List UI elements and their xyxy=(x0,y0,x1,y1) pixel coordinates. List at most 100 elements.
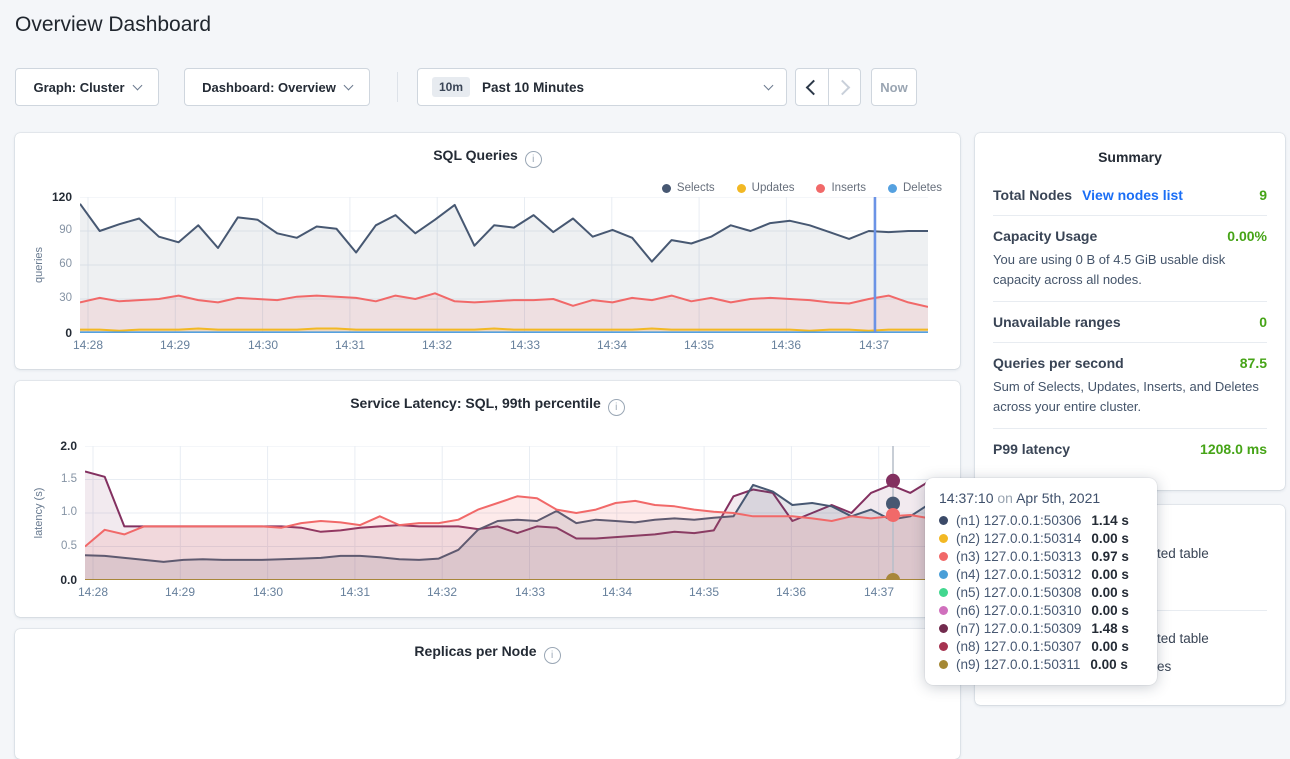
info-icon[interactable]: i xyxy=(544,647,561,664)
time-range-badge: 10m xyxy=(432,77,470,97)
node-address: (n9) 127.0.0.1:50311 xyxy=(956,657,1080,672)
time-range-dropdown[interactable]: 10m Past 10 Minutes xyxy=(417,68,787,106)
replicas-per-node-title: Replicas per Node i xyxy=(15,643,960,664)
info-icon[interactable]: i xyxy=(525,151,542,168)
summary-description: You are using 0 B of 4.5 GiB usable disk… xyxy=(993,250,1267,289)
summary-row-capacity-usage: Capacity Usage 0.00% You are using 0 B o… xyxy=(993,215,1267,301)
y-axis-tick: 120 xyxy=(30,190,72,204)
tooltip-on: on xyxy=(997,490,1013,506)
dashboard-dropdown[interactable]: Dashboard: Overview xyxy=(184,68,370,106)
now-button[interactable]: Now xyxy=(871,68,917,106)
node-address: (n5) 127.0.0.1:50308 xyxy=(956,585,1081,600)
tooltip-date: Apr 5th, 2021 xyxy=(1016,490,1100,506)
node-address: (n3) 127.0.0.1:50313 xyxy=(956,549,1081,564)
node-address: (n2) 127.0.0.1:50314 xyxy=(956,531,1081,546)
node-color-dot-icon xyxy=(939,534,948,543)
x-axis-tick: 14:37 xyxy=(855,585,903,599)
tooltip-node-row: (n6) 127.0.0.1:50310 0.00 s xyxy=(939,601,1143,619)
node-color-dot-icon xyxy=(939,588,948,597)
node-address: (n4) 127.0.0.1:50312 xyxy=(956,567,1081,582)
legend-item-deletes[interactable]: Deletes xyxy=(888,182,942,194)
summary-label: P99 latency xyxy=(993,441,1070,457)
time-forward-button[interactable] xyxy=(828,69,861,105)
chart-title-text: Replicas per Node xyxy=(414,643,536,659)
node-latency-value: 1.14 s xyxy=(1091,513,1129,528)
node-latency-value: 0.00 s xyxy=(1091,585,1129,600)
x-axis-tick: 14:33 xyxy=(506,585,554,599)
x-axis-tick: 14:37 xyxy=(850,338,898,352)
node-address: (n1) 127.0.0.1:50306 xyxy=(956,513,1081,528)
node-color-dot-icon xyxy=(939,570,948,579)
dashboard-dropdown-label: Dashboard: Overview xyxy=(202,80,336,95)
chevron-down-icon xyxy=(343,80,353,90)
summary-label: Queries per second xyxy=(993,355,1124,371)
y-axis-label: latency (s) xyxy=(33,473,45,553)
graph-dropdown-label: Graph: Cluster xyxy=(33,80,124,95)
x-axis-tick: 14:35 xyxy=(675,338,723,352)
summary-label: Capacity Usage xyxy=(993,228,1097,244)
node-latency-value: 1.48 s xyxy=(1091,621,1129,636)
node-color-dot-icon xyxy=(939,552,948,561)
tooltip-node-row: (n8) 127.0.0.1:503070.00 s xyxy=(939,637,1143,655)
summary-row-queries-per-second: Queries per second 87.5 Sum of Selects, … xyxy=(993,342,1267,428)
summary-row-total-nodes: Total Nodes View nodes list 9 xyxy=(993,175,1267,215)
sql-queries-title: SQL Queries i xyxy=(15,147,960,168)
x-axis-tick: 14:28 xyxy=(64,338,112,352)
summary-label: Unavailable ranges xyxy=(993,314,1121,330)
legend-dot-icon xyxy=(662,184,671,193)
summary-row-unavailable-ranges: Unavailable ranges 0 xyxy=(993,301,1267,342)
view-nodes-list-link[interactable]: View nodes list xyxy=(1082,187,1183,203)
service-latency-card: Service Latency: SQL, 99th percentilei 0… xyxy=(15,381,960,617)
x-axis-tick: 14:34 xyxy=(588,338,636,352)
node-address: (n7) 127.0.0.1:50309 xyxy=(956,621,1081,636)
y-axis-tick: 2.0 xyxy=(35,439,77,453)
event-row-line: odes xyxy=(1142,653,1285,681)
chart-title-text: SQL Queries xyxy=(433,147,518,163)
summary-value: 87.5 xyxy=(1240,355,1267,371)
x-axis-tick: 14:36 xyxy=(767,585,815,599)
summary-value: 9 xyxy=(1259,187,1267,203)
summary-title: Summary xyxy=(975,133,1285,165)
x-axis-tick: 14:35 xyxy=(680,585,728,599)
tooltip-time: 14:37:10 xyxy=(939,490,994,506)
summary-value: 0 xyxy=(1259,314,1267,330)
chart-tooltip: 14:37:10 on Apr 5th, 2021 (n1) 127.0.0.1… xyxy=(925,478,1157,685)
chevron-left-icon xyxy=(805,79,821,95)
node-color-dot-icon xyxy=(939,606,948,615)
graph-dropdown[interactable]: Graph: Cluster xyxy=(15,68,159,106)
summary-label: Total Nodes xyxy=(993,187,1072,203)
legend-item-inserts[interactable]: Inserts xyxy=(816,182,866,194)
tooltip-node-row: (n5) 127.0.0.1:50308 0.00 s xyxy=(939,583,1143,601)
node-latency-value: 0.00 s xyxy=(1091,603,1129,618)
y-axis-label: queries xyxy=(33,225,45,305)
legend-item-selects[interactable]: Selects xyxy=(662,182,715,194)
legend-label: Deletes xyxy=(903,182,942,194)
time-step-buttons xyxy=(795,68,861,106)
sql-queries-card: SQL Queries i Selects Updates Inserts Delete… xyxy=(15,133,960,369)
event-row-line: eated table xyxy=(1142,625,1285,653)
legend-dot-icon xyxy=(737,184,746,193)
summary-description: Sum of Selects, Updates, Inserts, and De… xyxy=(993,377,1267,416)
legend-item-updates[interactable]: Updates xyxy=(737,182,795,194)
replicas-per-node-card: Replicas per Node i xyxy=(15,629,960,759)
time-range-label: Past 10 Minutes xyxy=(482,80,584,95)
legend-label: Selects xyxy=(677,182,715,194)
node-address: (n6) 127.0.0.1:50310 xyxy=(956,603,1081,618)
summary-value: 1208.0 ms xyxy=(1200,441,1267,457)
toolbar-divider xyxy=(397,72,398,102)
node-color-dot-icon xyxy=(939,516,948,525)
node-color-dot-icon xyxy=(939,642,948,651)
time-back-button[interactable] xyxy=(796,69,828,105)
legend-dot-icon xyxy=(816,184,825,193)
x-axis-tick: 14:29 xyxy=(151,338,199,352)
tooltip-node-row: (n2) 127.0.0.1:503140.00 s xyxy=(939,529,1143,547)
x-axis-tick: 14:30 xyxy=(244,585,292,599)
chevron-down-icon xyxy=(132,80,142,90)
legend-dot-icon xyxy=(888,184,897,193)
x-axis-tick: 14:29 xyxy=(156,585,204,599)
service-latency-title: Service Latency: SQL, 99th percentilei xyxy=(15,395,960,416)
node-address: (n8) 127.0.0.1:50307 xyxy=(956,639,1081,654)
x-axis-tick: 14:31 xyxy=(326,338,374,352)
tooltip-node-row: (n7) 127.0.0.1:50309 1.48 s xyxy=(939,619,1143,637)
info-icon[interactable]: i xyxy=(608,399,625,416)
